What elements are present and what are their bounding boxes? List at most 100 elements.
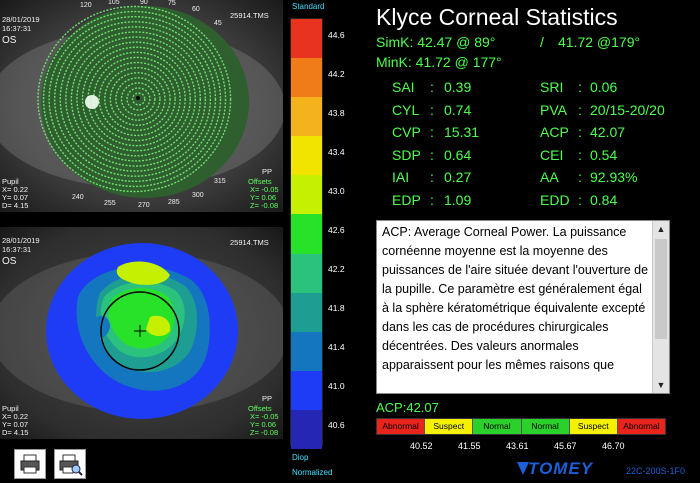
stat-colon: : (578, 101, 582, 118)
print-preview-icon (59, 454, 83, 476)
stat-colon: : (578, 124, 582, 140)
pupil-y: Y= 0.07 (2, 420, 29, 429)
scale-value-label: 43.8 (328, 108, 345, 118)
placido-eye-image (0, 0, 283, 212)
scale-swatch (291, 292, 322, 332)
scale-value-label: 40.6 (328, 420, 345, 430)
placido-ring (115, 77, 161, 121)
offset-z: Z= -0.08 (250, 201, 279, 210)
description-text: ACP: Average Corneal Power. La puissance… (382, 225, 649, 372)
printer-icon (20, 454, 40, 474)
placido-image-panel[interactable]: 28/01/2019 16:37:31 OS 25914.TMS Pupil X… (0, 0, 283, 212)
scale-unit: Diop (292, 453, 309, 462)
scale-swatch (291, 175, 322, 215)
placido-ring (109, 72, 166, 126)
tomey-logo-icon (517, 462, 529, 475)
scroll-up-icon[interactable]: ▲ (656, 224, 666, 234)
map-date: 28/01/2019 (2, 15, 40, 24)
placido-ring (126, 87, 151, 111)
tick-300: 300 (192, 192, 204, 199)
stat-value: 0.64 (444, 146, 472, 163)
tick-120: 120 (80, 2, 92, 9)
offsets-label: Offsets (248, 404, 272, 413)
tick-315: 315 (214, 178, 226, 185)
pp-label: PP (262, 167, 273, 176)
description-scrollbar[interactable]: ▲ ▼ (652, 221, 669, 393)
pupil-x: X= 0.22 (2, 185, 29, 194)
placido-ring (120, 82, 156, 116)
stat-value: 0.27 (444, 169, 472, 185)
simk-second-value: 41.72 @179° (558, 34, 641, 50)
tick-240: 240 (72, 194, 84, 201)
scroll-thumb[interactable] (655, 239, 667, 339)
scale-swatch (291, 331, 322, 371)
stat-colon: : (430, 79, 434, 95)
map-file: 25914.TMS (230, 238, 269, 247)
scale-swatch (291, 409, 322, 450)
scale-swatch (291, 19, 322, 59)
topography-map-panel[interactable]: 28/01/2019 16:37:31 OS 25914.TMS Pupil X… (0, 227, 283, 439)
scroll-down-icon[interactable]: ▼ (656, 380, 666, 390)
placido-ring (98, 61, 176, 137)
band-segment: Abnormal (617, 419, 666, 434)
stat-value: 92.93% (590, 169, 638, 185)
band-segment: Abnormal (377, 419, 426, 434)
scale-value-label: 41.4 (328, 342, 345, 352)
pupil-d: D= 4.15 (2, 428, 29, 437)
stat-value: 0.84 (590, 191, 618, 208)
band-threshold: 40.52 (410, 441, 433, 451)
stat-colon: : (578, 146, 582, 163)
band-threshold: 45.67 (554, 441, 577, 451)
brand-logo: TOMEY (528, 459, 594, 478)
pupil-d: D= 4.15 (2, 201, 29, 210)
device-code: 22C-200S-1F0 (626, 466, 686, 476)
offsets-label: Offsets (248, 177, 272, 186)
stat-colon: : (578, 191, 582, 208)
pupil-label: Pupil (2, 404, 19, 413)
map-eye: OS (2, 256, 17, 267)
color-scale (290, 18, 323, 450)
stat-key: PVA (540, 101, 567, 118)
stat-colon: : (578, 169, 582, 185)
tick-255: 255 (104, 200, 116, 207)
tick-75: 75 (168, 0, 176, 7)
map-eye: OS (2, 35, 17, 46)
placido-ring (65, 31, 207, 167)
offset-y: Y= 0.06 (250, 420, 277, 429)
stat-value: 0.74 (444, 101, 472, 118)
scale-swatch (291, 97, 322, 137)
placido-ring (70, 36, 202, 162)
print-preview-button[interactable] (54, 449, 86, 479)
scale-value-label: 43.0 (328, 186, 345, 196)
description-box[interactable]: ACP: Average Corneal Power. La puissance… (376, 220, 670, 394)
print-button[interactable] (14, 449, 46, 479)
tick-285: 285 (168, 199, 180, 206)
map-date: 28/01/2019 (2, 236, 40, 245)
pupil-x: X= 0.22 (2, 412, 29, 421)
band-segment: Normal (521, 419, 570, 434)
scale-value-label: 44.2 (328, 69, 345, 79)
offset-y: Y= 0.06 (250, 193, 277, 202)
map-time: 16:37:31 (2, 245, 32, 254)
tick-60: 60 (192, 6, 200, 13)
stat-colon: : (430, 146, 434, 163)
placido-ring (131, 92, 146, 106)
placido-ring (87, 51, 186, 147)
band-threshold: 46.70 (602, 441, 625, 451)
offset-x: X= -0.05 (250, 185, 279, 194)
scale-value-label: 44.6 (328, 30, 345, 40)
stat-value: 15.31 (444, 124, 480, 140)
scale-value-label: 41.0 (328, 381, 345, 391)
band-threshold: 41.55 (458, 441, 481, 451)
scale-swatch (291, 214, 322, 254)
stat-value: 0.54 (590, 146, 618, 163)
stat-key: EDD (540, 191, 570, 208)
offset-z: Z= -0.08 (250, 428, 279, 437)
stat-value: 20/15-20/20 (590, 101, 665, 118)
scale-swatch (291, 370, 322, 410)
stat-value: 0.06 (590, 79, 618, 95)
placido-ring (37, 5, 232, 193)
scale-swatch (291, 253, 322, 293)
stat-key: CEI (540, 146, 564, 163)
tick-90: 90 (140, 0, 148, 6)
